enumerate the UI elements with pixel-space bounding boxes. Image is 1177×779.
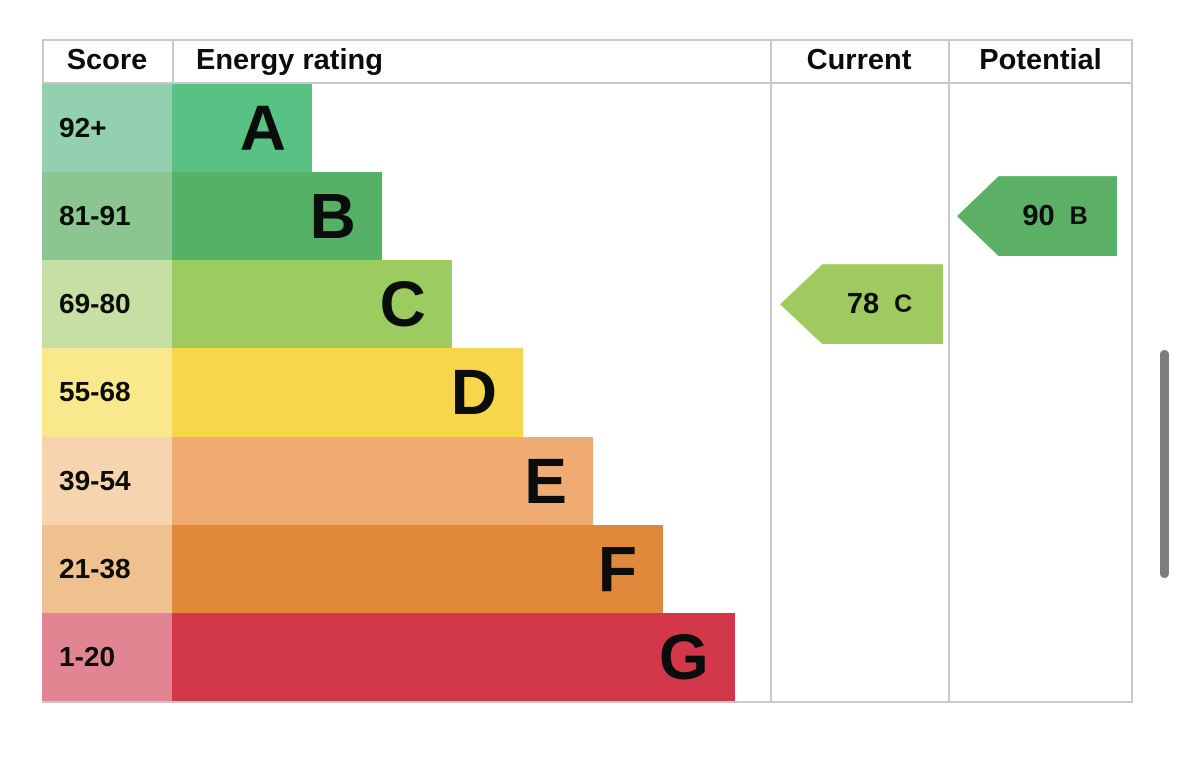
potential-column-header: Potential bbox=[979, 44, 1102, 76]
header-bottom-border bbox=[42, 82, 1133, 84]
epc-band-row: 1-20 G bbox=[42, 612, 948, 701]
epc-rating-chart: Score Energy rating Current Potential 92… bbox=[42, 39, 1133, 703]
current-column-divider bbox=[770, 39, 772, 703]
band-bar: B bbox=[172, 172, 382, 261]
band-score-range: 39-54 bbox=[42, 436, 172, 525]
band-score-range: 55-68 bbox=[42, 348, 172, 437]
band-bar: F bbox=[172, 524, 663, 613]
current-rating-letter: C bbox=[894, 289, 913, 318]
page-scrollbar-thumb[interactable] bbox=[1160, 350, 1169, 578]
band-bar: D bbox=[172, 348, 524, 437]
band-letter: G bbox=[658, 620, 709, 693]
energy-rating-column-header: Energy rating bbox=[196, 44, 383, 76]
table-top-border bbox=[42, 39, 1133, 41]
band-score-range: 21-38 bbox=[42, 524, 172, 613]
band-bar: E bbox=[172, 436, 593, 525]
band-bar: G bbox=[172, 612, 735, 701]
epc-band-row: 69-80 C bbox=[42, 260, 948, 349]
epc-band-row: 81-91 B bbox=[42, 172, 948, 261]
table-header-row: Score Energy rating Current Potential bbox=[42, 39, 1133, 82]
epc-band-row: 55-68 D bbox=[42, 348, 948, 437]
current-column-header: Current bbox=[806, 44, 912, 76]
score-rating-divider bbox=[172, 39, 174, 82]
band-letter: D bbox=[450, 356, 498, 429]
score-column-header: Score bbox=[66, 44, 148, 76]
band-bar: C bbox=[172, 260, 452, 349]
potential-rating-letter: B bbox=[1069, 201, 1088, 230]
epc-band-row: 39-54 E bbox=[42, 436, 948, 525]
rating-bands: 92+ A 81-91 B 69-80 C 55-68 D 39-54 E 21… bbox=[42, 84, 948, 701]
band-letter: E bbox=[524, 444, 567, 517]
band-score-range: 81-91 bbox=[42, 172, 172, 261]
epc-band-row: 92+ A bbox=[42, 84, 948, 173]
potential-rating-value: 90 bbox=[1022, 199, 1055, 232]
band-letter: A bbox=[239, 92, 286, 165]
band-score-range: 69-80 bbox=[42, 260, 172, 349]
current-rating-value: 78 bbox=[846, 287, 880, 320]
band-score-range: 1-20 bbox=[42, 612, 172, 701]
potential-column-divider bbox=[948, 39, 950, 703]
table-bottom-border bbox=[42, 701, 1133, 703]
band-score-range: 92+ bbox=[42, 84, 172, 173]
band-letter: F bbox=[597, 532, 637, 605]
band-letter: B bbox=[309, 180, 356, 253]
band-bar: A bbox=[172, 84, 312, 173]
table-right-border bbox=[1131, 39, 1133, 703]
potential-rating-arrow: 90 B bbox=[957, 176, 1117, 257]
table-left-border bbox=[42, 39, 44, 82]
band-letter: C bbox=[379, 268, 426, 341]
epc-band-row: 21-38 F bbox=[42, 524, 948, 613]
